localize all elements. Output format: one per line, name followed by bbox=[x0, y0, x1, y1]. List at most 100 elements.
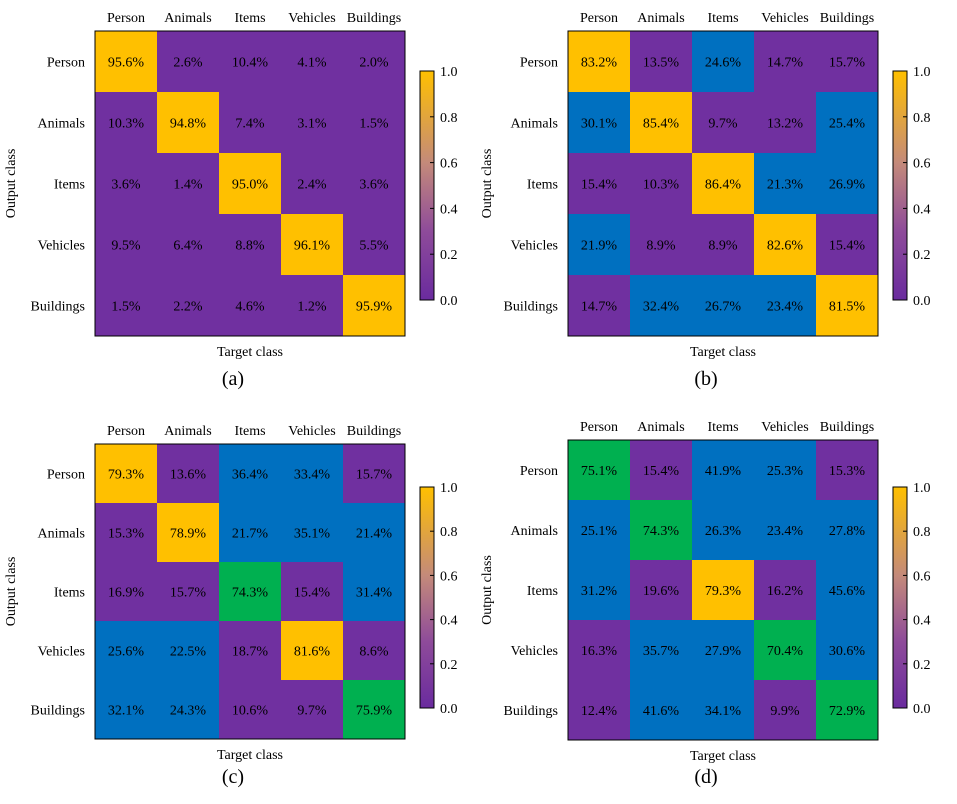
y-tick-label: Items bbox=[54, 178, 85, 193]
colorbar-tick-label: 1.0 bbox=[440, 65, 458, 80]
cell-value-label: 15.4% bbox=[643, 464, 680, 479]
heatmap-cell bbox=[343, 275, 405, 336]
x-tick-label: Items bbox=[707, 11, 738, 26]
matrix-frame bbox=[94, 443, 406, 740]
heatmap-cell bbox=[281, 503, 343, 562]
cell-value-label: 9.7% bbox=[297, 704, 327, 719]
cell-value-label: 70.4% bbox=[767, 644, 804, 659]
y-tick-label: Buildings bbox=[504, 300, 558, 315]
colorbar bbox=[419, 486, 435, 709]
colorbar-tick-label: 0.6 bbox=[440, 157, 458, 172]
heatmap-cell bbox=[754, 500, 816, 560]
matrix-frame bbox=[567, 439, 879, 741]
cell-value-label: 86.4% bbox=[705, 178, 742, 193]
cell-value-label: 8.9% bbox=[708, 239, 738, 254]
cell-value-label: 26.3% bbox=[705, 524, 742, 539]
y-tick-label: Person bbox=[47, 56, 85, 71]
cell-value-label: 10.4% bbox=[232, 56, 269, 71]
cell-value-label: 6.4% bbox=[173, 239, 203, 254]
heatmap-cell bbox=[95, 503, 157, 562]
cell-value-label: 85.4% bbox=[643, 117, 680, 132]
heatmap-cell bbox=[692, 680, 754, 740]
cell-value-label: 79.3% bbox=[705, 584, 742, 599]
cell-value-label: 16.9% bbox=[108, 586, 145, 601]
heatmap-cell bbox=[754, 680, 816, 740]
heatmap-cell bbox=[95, 214, 157, 275]
heatmap-cell bbox=[816, 153, 878, 214]
cell-value-label: 1.2% bbox=[297, 300, 327, 315]
cell-value-label: 75.1% bbox=[581, 464, 618, 479]
y-tick-label: Vehicles bbox=[38, 239, 85, 254]
heatmap-cell bbox=[692, 275, 754, 336]
cell-value-label: 24.3% bbox=[170, 704, 207, 719]
heatmap-cell bbox=[343, 214, 405, 275]
cell-value-label: 31.2% bbox=[581, 584, 618, 599]
x-tick-label: Items bbox=[234, 11, 265, 26]
cell-value-label: 14.7% bbox=[581, 300, 618, 315]
cell-value-label: 26.7% bbox=[705, 300, 742, 315]
heatmap-cell bbox=[281, 621, 343, 680]
colorbar-tick-label: 0.0 bbox=[440, 294, 458, 309]
cell-value-label: 4.6% bbox=[235, 300, 265, 315]
cell-value-label: 15.7% bbox=[170, 586, 207, 601]
heatmap-cell bbox=[692, 31, 754, 92]
colorbar-tick-label: 0.4 bbox=[440, 202, 458, 217]
heatmap-cell bbox=[95, 680, 157, 739]
heatmap-cell bbox=[95, 562, 157, 621]
cell-value-label: 26.9% bbox=[829, 178, 866, 193]
heatmap-cell bbox=[816, 275, 878, 336]
y-tick-label: Person bbox=[520, 464, 558, 479]
cell-value-label: 15.4% bbox=[829, 239, 866, 254]
y-tick-label: Animals bbox=[511, 524, 558, 539]
cell-value-label: 95.0% bbox=[232, 178, 269, 193]
heatmap-cell bbox=[95, 275, 157, 336]
cell-value-label: 36.4% bbox=[232, 468, 269, 483]
y-axis-label: Output class bbox=[480, 555, 495, 625]
heatmap-cell bbox=[219, 214, 281, 275]
cell-value-label: 32.4% bbox=[643, 300, 680, 315]
colorbar-tick-label: 1.0 bbox=[913, 65, 931, 80]
cell-value-label: 31.4% bbox=[356, 586, 393, 601]
heatmap-cell bbox=[281, 92, 343, 153]
heatmap-cell bbox=[95, 92, 157, 153]
heatmap-cell bbox=[281, 680, 343, 739]
cell-value-label: 96.1% bbox=[294, 239, 331, 254]
heatmap-cell bbox=[630, 560, 692, 620]
y-tick-label: Buildings bbox=[31, 704, 85, 719]
heatmap-cell bbox=[754, 560, 816, 620]
y-tick-label: Vehicles bbox=[511, 644, 558, 659]
heatmap-cell bbox=[281, 214, 343, 275]
cell-value-label: 32.1% bbox=[108, 704, 145, 719]
cell-value-label: 21.9% bbox=[581, 239, 618, 254]
heatmap-cell bbox=[816, 92, 878, 153]
y-axis-label: Output class bbox=[4, 149, 19, 219]
cell-value-label: 41.9% bbox=[705, 464, 742, 479]
heatmap-cell bbox=[95, 621, 157, 680]
x-tick-label: Animals bbox=[164, 424, 211, 439]
heatmap-cell bbox=[281, 31, 343, 92]
x-tick-label: Animals bbox=[164, 11, 211, 26]
heatmap-cell bbox=[568, 620, 630, 680]
cell-value-label: 21.4% bbox=[356, 527, 393, 542]
heatmap-cell bbox=[630, 500, 692, 560]
colorbar bbox=[892, 486, 908, 709]
cell-value-label: 9.5% bbox=[111, 239, 141, 254]
heatmap-cell bbox=[568, 440, 630, 500]
heatmap-cell bbox=[816, 31, 878, 92]
heatmap-cell bbox=[343, 153, 405, 214]
colorbar-tick-label: 0.8 bbox=[913, 525, 931, 540]
cell-value-label: 33.4% bbox=[294, 468, 331, 483]
heatmap-cell bbox=[157, 444, 219, 503]
cell-value-label: 2.6% bbox=[173, 56, 203, 71]
cell-value-label: 27.9% bbox=[705, 644, 742, 659]
cell-value-label: 30.1% bbox=[581, 117, 618, 132]
heatmap-cell bbox=[157, 562, 219, 621]
x-tick-label: Animals bbox=[637, 420, 684, 435]
cell-value-label: 3.6% bbox=[111, 178, 141, 193]
cell-value-label: 19.6% bbox=[643, 584, 680, 599]
y-tick-label: Buildings bbox=[31, 300, 85, 315]
cell-value-label: 13.5% bbox=[643, 56, 680, 71]
cell-value-label: 12.4% bbox=[581, 704, 618, 719]
cell-value-label: 35.7% bbox=[643, 644, 680, 659]
heatmap-cell bbox=[343, 562, 405, 621]
